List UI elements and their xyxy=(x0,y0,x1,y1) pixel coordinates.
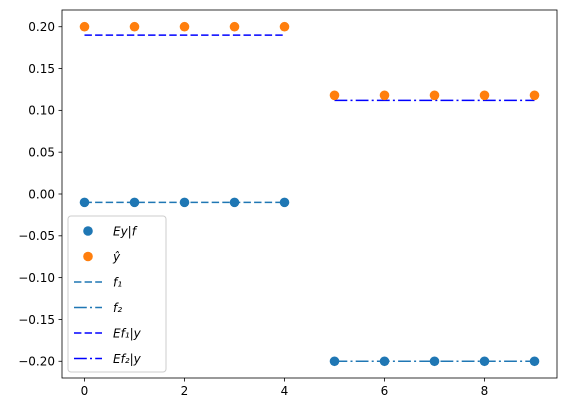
y-tick-label: −0.10 xyxy=(18,271,55,285)
y-tick-label: 0.00 xyxy=(28,187,55,201)
data-point-series2 xyxy=(279,21,290,32)
data-point-series1 xyxy=(129,197,140,208)
y-tick-label: −0.20 xyxy=(18,355,55,369)
y-tick-label: −0.05 xyxy=(18,229,55,243)
data-point-series2 xyxy=(129,21,140,32)
legend-label: f₁ xyxy=(113,275,122,289)
legend: Ey|f ŷ f₁ f₂ Ef₁|y Ef₂|y xyxy=(67,215,167,373)
data-point-series1 xyxy=(479,356,490,367)
data-point-series1 xyxy=(379,356,390,367)
axes-layer: 0 2 4 6 8 0.20 0.15 0.10 0.05 0.00 −0.05 −0.10 −0.15… xyxy=(18,9,558,398)
y-tick-label: −0.15 xyxy=(18,313,55,327)
y-tick-label: 0.15 xyxy=(28,62,55,76)
x-tick-label: 4 xyxy=(281,384,289,398)
legend-label: f₂ xyxy=(113,301,122,315)
x-tick-label: 2 xyxy=(181,384,189,398)
y-tick-label: 0.05 xyxy=(28,145,55,159)
data-point-series1 xyxy=(529,356,540,367)
data-point-series2 xyxy=(229,21,240,32)
legend-label: ŷ xyxy=(112,250,121,264)
data-point-series2 xyxy=(179,21,190,32)
legend-label: Ef₁|y xyxy=(113,326,142,340)
legend-box xyxy=(67,215,167,373)
x-tick-label: 6 xyxy=(381,384,389,398)
data-point-series1 xyxy=(329,356,340,367)
data-point-series2 xyxy=(429,90,440,101)
data-point-series1 xyxy=(179,197,190,208)
legend-label: Ey|f xyxy=(113,224,138,238)
legend-marker xyxy=(83,251,93,262)
y-tick-label: 0.20 xyxy=(28,20,55,34)
points-layer xyxy=(79,21,540,367)
plot-area xyxy=(79,21,540,367)
data-point-series2 xyxy=(329,90,340,101)
data-point-series1 xyxy=(79,197,90,208)
y-tick-label: 0.10 xyxy=(28,104,55,118)
data-point-series1 xyxy=(279,197,290,208)
data-point-series1 xyxy=(229,197,240,208)
data-point-series2 xyxy=(379,90,390,101)
data-point-series2 xyxy=(479,90,490,101)
x-tick-label: 8 xyxy=(481,384,489,398)
data-point-series1 xyxy=(429,356,440,367)
legend-label: Ef₂|y xyxy=(113,352,142,366)
data-point-series2 xyxy=(529,90,540,101)
x-tick-label: 0 xyxy=(81,384,89,398)
legend-marker xyxy=(83,226,93,236)
data-point-series2 xyxy=(79,21,90,32)
